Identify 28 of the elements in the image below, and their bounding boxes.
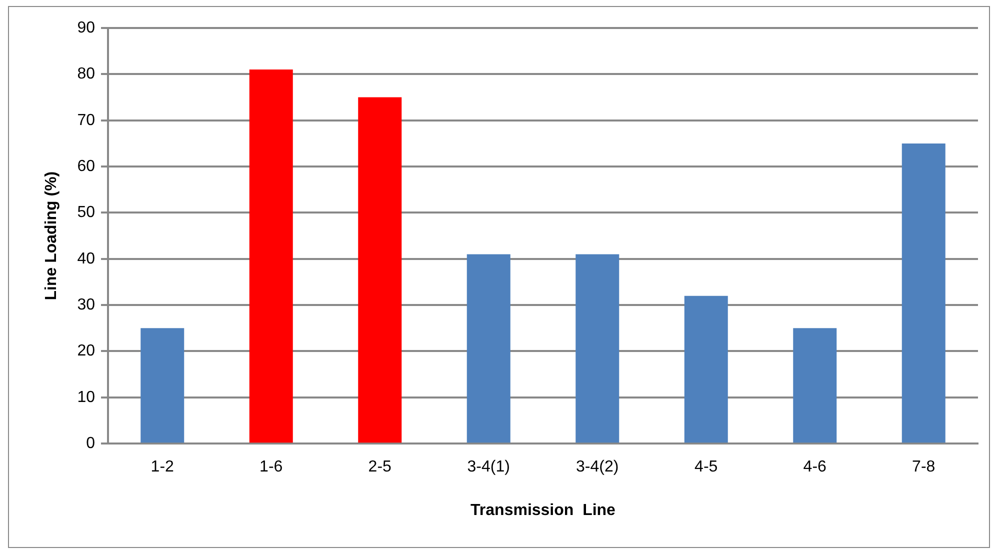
x-tick-label: 4-5 [694, 458, 718, 476]
bar [466, 254, 510, 443]
bar [684, 296, 728, 443]
y-tick-label: 50 [77, 204, 96, 222]
bar [358, 97, 402, 443]
y-tick-label: 0 [86, 435, 96, 452]
x-tick-label: 7-8 [912, 458, 936, 476]
y-tick-label: 80 [77, 66, 96, 83]
bar [249, 70, 293, 443]
bar [140, 328, 184, 443]
y-tick-label: 60 [77, 158, 96, 175]
y-tick-label: 40 [77, 250, 96, 268]
y-axis-title: Line Loading (%) [43, 171, 60, 300]
x-axis-title: Transmission Line [470, 502, 616, 519]
y-tick-label: 70 [77, 112, 96, 129]
y-tick-label: 90 [77, 19, 96, 36]
bar [902, 143, 946, 443]
y-tick-label: 10 [77, 388, 96, 406]
y-tick-label: 20 [77, 342, 96, 360]
x-tick-label: 3-4(2) [576, 458, 619, 476]
x-tick-label: 1-6 [260, 458, 283, 476]
x-tick-label: 1-2 [150, 458, 174, 476]
x-tick-label: 3-4(1) [467, 458, 510, 476]
y-tick-label: 30 [77, 296, 96, 314]
x-tick-label: 2-5 [368, 458, 392, 476]
bar [793, 328, 837, 443]
x-tick-label: 4-6 [803, 458, 827, 476]
bar [576, 254, 620, 443]
